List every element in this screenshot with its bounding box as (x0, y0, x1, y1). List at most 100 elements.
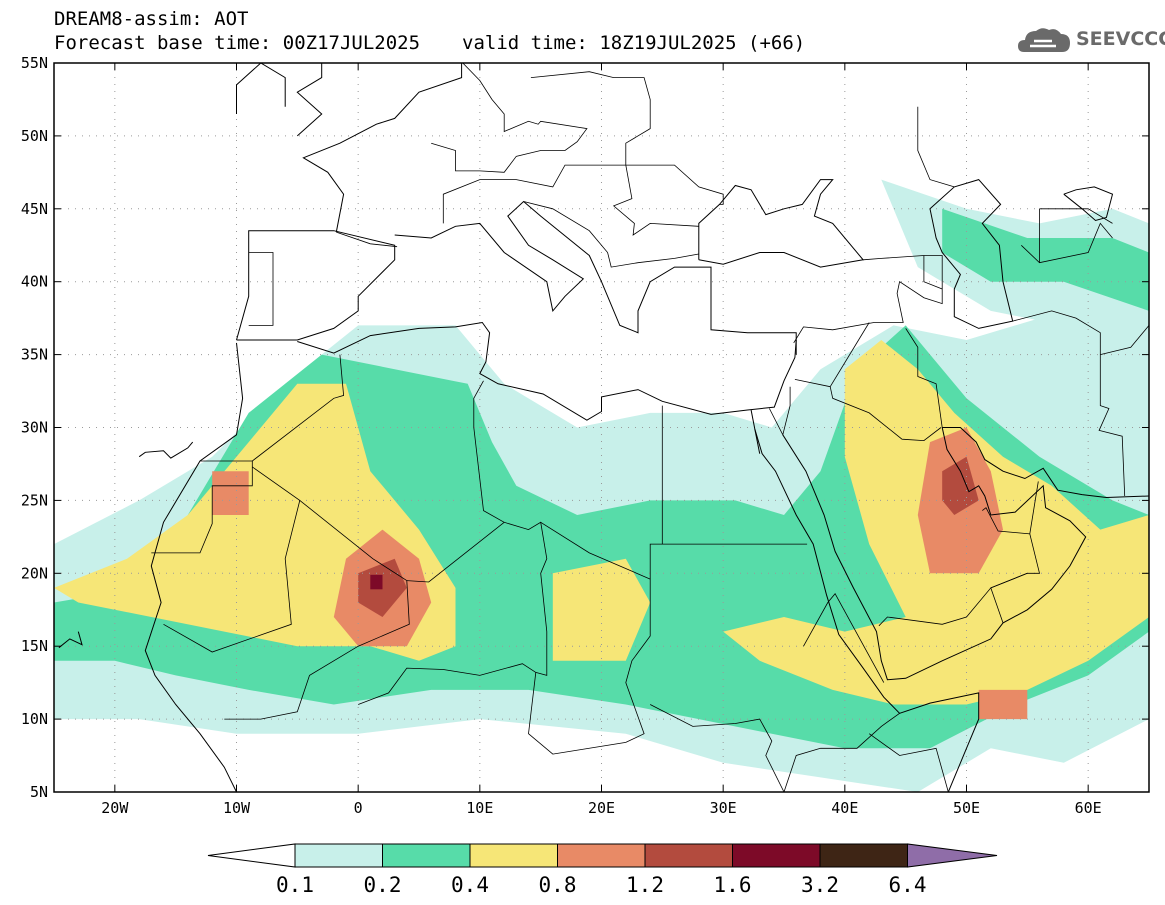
x-tick-label: 10E (466, 799, 493, 817)
valid-time: valid time: 18Z19JUL2025 (+66) (462, 32, 806, 54)
border-36 (1021, 222, 1113, 264)
colorbar-right-arrow (907, 843, 998, 868)
graticule (54, 63, 1149, 792)
border-22 (769, 386, 791, 436)
x-axis: 20W 10W 0 10E 20E 30E 40E 50E 60E (101, 63, 1102, 817)
border-19 (783, 712, 900, 792)
chart-title: DREAM8-assim: AOT (54, 8, 248, 30)
border-32 (1098, 354, 1126, 497)
coastline-1 (302, 63, 463, 233)
x-tick-label: 40E (831, 799, 858, 817)
x-tick-label: 50E (953, 799, 980, 817)
y-tick-label: 50N (21, 127, 48, 145)
colorbar-label: 1.2 (626, 873, 664, 897)
border-3 (431, 63, 588, 173)
border-10 (163, 466, 301, 653)
border-16 (649, 405, 663, 580)
coastline-15 (58, 631, 83, 649)
y-tick-label: 20N (21, 564, 48, 582)
x-tick-label: 60E (1075, 799, 1102, 817)
y-tick-label: 40N (21, 273, 48, 291)
aot-region-7 (212, 471, 249, 515)
coastline-3 (296, 63, 323, 137)
colorbar-swatch-3 (557, 843, 646, 868)
colorbar-left-arrow (207, 843, 296, 868)
border-1 (336, 231, 398, 248)
coastline-12 (698, 179, 865, 268)
colorbar-label: 6.4 (889, 873, 927, 897)
colorbar-label: 0.1 (276, 873, 314, 897)
colorbar-swatch-5 (732, 843, 821, 868)
x-tick-label: 0 (354, 799, 363, 817)
colorbar-label: 1.6 (714, 873, 752, 897)
border-7 (252, 354, 345, 462)
aot-region-3 (942, 208, 1149, 311)
colorbar-label: 0.8 (539, 873, 577, 897)
aot-region-13 (370, 574, 383, 590)
colorbar-label: 0.2 (364, 873, 402, 897)
border-18 (650, 704, 785, 792)
border-35 (1100, 325, 1149, 355)
border-13 (473, 380, 484, 428)
border-8 (151, 461, 253, 554)
border-5 (612, 165, 699, 236)
y-tick-label: 25N (21, 491, 48, 509)
x-tick-label: 20E (588, 799, 615, 817)
colorbar-swatch-0 (294, 843, 383, 868)
y-tick-label: 15N (21, 637, 48, 655)
y-tick-label: 55N (21, 54, 48, 72)
border-15 (528, 521, 651, 755)
model-label: DREAM8-assim: AOT (54, 8, 249, 30)
cloud-icon (1018, 28, 1070, 52)
border-26 (794, 379, 831, 388)
seevccc-logo: SEEVCCC (1016, 22, 1165, 58)
colorbar-label: 0.4 (451, 873, 489, 897)
coastline-6 (297, 321, 797, 421)
coastline-5 (144, 342, 244, 792)
colorbar-swatch-6 (819, 843, 908, 868)
coastline-4 (236, 63, 286, 114)
aot-region-12 (942, 456, 979, 515)
y-tick-label: 35N (21, 346, 48, 364)
colorbar-swatch-2 (469, 843, 558, 868)
coastline-8 (754, 428, 761, 454)
x-tick-label: 20W (101, 799, 129, 817)
border-30 (990, 572, 1028, 624)
coastline-10 (942, 427, 1149, 499)
border-23 (793, 255, 943, 344)
coastline-9 (782, 427, 1087, 681)
border-12 (358, 521, 548, 705)
border-31 (1012, 310, 1101, 355)
colorbar-swatch-1 (382, 843, 471, 868)
border-4 (625, 164, 724, 205)
chart-subtitle: Forecast base time: 00Z17JUL2025 valid ti… (54, 32, 805, 54)
coastline-0 (236, 230, 396, 341)
colorbar-label: 3.2 (801, 873, 839, 897)
border-20 (803, 592, 885, 683)
y-tick-label: 10N (21, 710, 48, 728)
base-time: Forecast base time: 00Z17JUL2025 (54, 32, 421, 54)
border-6 (523, 201, 699, 268)
y-tick-label: 5N (30, 783, 48, 801)
border-0 (248, 252, 274, 326)
border-11 (224, 500, 410, 720)
border-2 (442, 71, 651, 224)
border-24 (829, 386, 942, 442)
border-25 (829, 322, 870, 387)
coastline-2 (394, 200, 797, 355)
border-38 (1039, 208, 1113, 224)
logo-text: SEEVCCC (1076, 28, 1165, 50)
aot-region-10 (978, 689, 1028, 720)
y-tick-label: 30N (21, 419, 48, 437)
colorbar-swatch-4 (644, 843, 733, 868)
border-34 (917, 106, 955, 188)
x-tick-label: 10W (223, 799, 251, 817)
y-axis: 5N 10N 15N 20N 25N 30N 35N 40N 45N 50N 55N (21, 54, 1149, 801)
border-14 (473, 427, 505, 523)
coastline-13 (1063, 186, 1114, 222)
border-33 (923, 255, 943, 290)
border-21 (868, 733, 949, 792)
country-borders (151, 63, 1149, 792)
x-tick-label: 30E (710, 799, 737, 817)
